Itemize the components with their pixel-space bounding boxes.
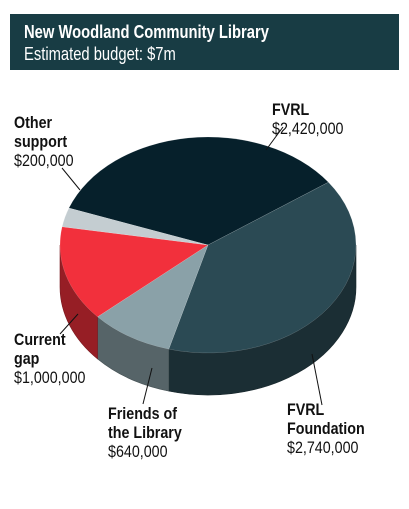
label-fvrl-name: FVRL bbox=[272, 100, 310, 119]
label-other-value: $200,000 bbox=[14, 151, 74, 170]
label-friends-name-1: Friends of bbox=[108, 404, 178, 423]
chart-title: New Woodland Community Library bbox=[24, 22, 269, 42]
label-fvrl-foundation: FVRL Foundation $2,740,000 bbox=[287, 400, 365, 457]
leader-lines bbox=[59, 126, 323, 406]
leader-current-gap bbox=[59, 313, 79, 335]
leader-other-support bbox=[61, 167, 81, 191]
label-current-gap: Current gap $1,000,000 bbox=[14, 330, 85, 387]
label-foundation-value: $2,740,000 bbox=[287, 438, 359, 457]
slice-friends-of-the-library bbox=[97, 244, 209, 350]
label-friends-value: $640,000 bbox=[108, 442, 168, 461]
label-other-name-1: Other bbox=[14, 113, 53, 132]
label-gap-value: $1,000,000 bbox=[14, 368, 86, 387]
label-gap-name-2: gap bbox=[14, 349, 40, 368]
label-gap-name-1: Current bbox=[14, 330, 66, 349]
slice-fvrl bbox=[68, 136, 329, 246]
label-other-support: Other support $200,000 bbox=[14, 113, 74, 170]
label-fvrl: FVRL $2,420,000 bbox=[272, 100, 343, 138]
label-foundation-name-2: Foundation bbox=[287, 419, 365, 438]
leader-friends bbox=[142, 367, 153, 405]
slice-current-gap bbox=[59, 226, 209, 318]
leader-fvrl bbox=[265, 126, 284, 151]
slice-fvrl-foundation bbox=[168, 181, 357, 354]
label-other-name-2: support bbox=[14, 132, 68, 151]
label-friends: Friends of the Library $640,000 bbox=[108, 404, 182, 461]
chart-header: New Woodland Community Library Estimated… bbox=[10, 14, 399, 70]
label-fvrl-value: $2,420,000 bbox=[272, 119, 344, 138]
pie-slices bbox=[59, 136, 357, 354]
label-foundation-name-1: FVRL bbox=[287, 400, 325, 419]
chart-subtitle: Estimated budget: $7m bbox=[24, 44, 176, 64]
label-friends-name-2: the Library bbox=[108, 423, 182, 442]
leader-fvrl-foundation bbox=[311, 353, 323, 406]
slice-other-support bbox=[61, 207, 209, 246]
